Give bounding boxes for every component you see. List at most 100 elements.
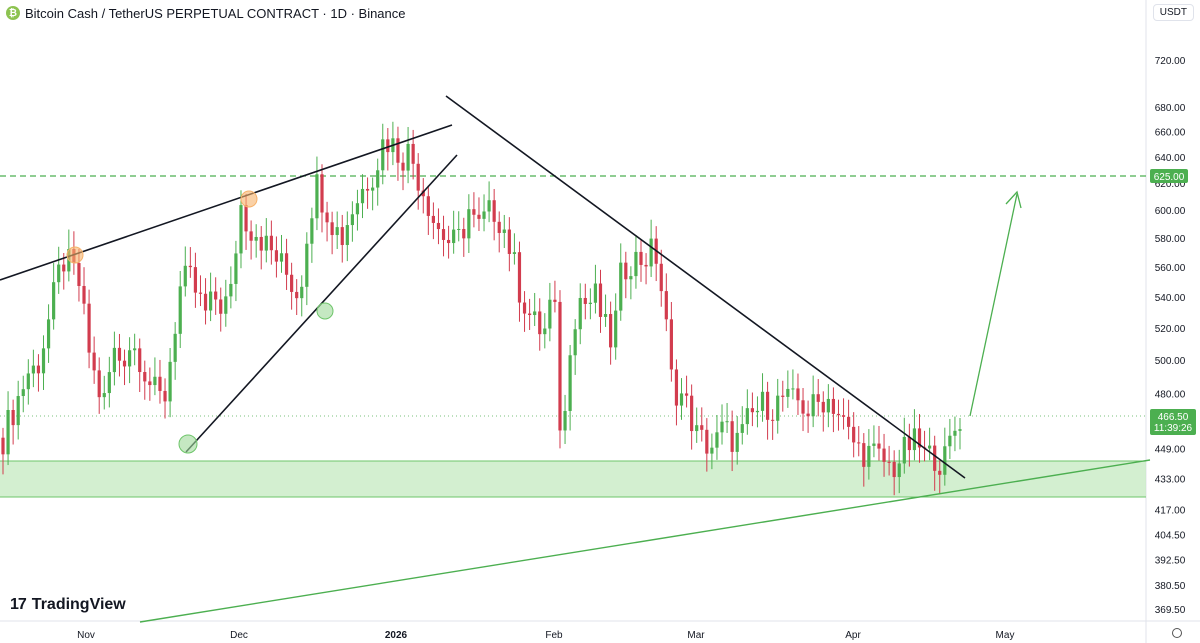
price-axis[interactable]: 720.00 680.00 660.00 640.00 620.00 600.00 580.… <box>1155 56 1186 616</box>
candle-body <box>244 205 248 232</box>
candle-body <box>239 205 243 254</box>
candle-body <box>877 443 881 449</box>
candle-body <box>127 350 132 367</box>
candle-body <box>928 445 932 449</box>
candle-body <box>639 251 643 265</box>
candle-body <box>517 252 522 303</box>
y-tick-label: 404.50 <box>1155 531 1186 542</box>
candle-body <box>816 394 820 402</box>
candle-body <box>315 174 319 219</box>
candle-body <box>533 311 537 316</box>
candle-body <box>482 211 486 219</box>
candle-body <box>634 251 638 277</box>
candle-body <box>943 446 947 475</box>
candle-body <box>92 352 96 371</box>
y-tick-label: 480.00 <box>1155 390 1186 401</box>
candle-body <box>406 143 410 171</box>
target-price-label-text: 625.00 <box>1154 172 1185 183</box>
y-tick-label: 620.00 <box>1155 179 1186 190</box>
candle-body <box>158 376 162 391</box>
candle-body <box>107 372 111 394</box>
candle-body <box>426 196 430 216</box>
candle-body <box>614 310 618 348</box>
x-tick-label: Mar <box>687 630 705 641</box>
candle-body <box>401 162 405 171</box>
candle-body <box>821 401 825 413</box>
candle-body <box>912 428 917 451</box>
candle-body <box>841 415 846 417</box>
candle-body <box>583 297 587 304</box>
candle-body <box>487 200 491 212</box>
candle-body <box>320 174 324 213</box>
y-tick-label: 520.00 <box>1155 324 1186 335</box>
candle-body <box>97 370 101 398</box>
candle-body <box>690 395 694 432</box>
currency-button[interactable]: USDT <box>1152 4 1194 21</box>
candle-body <box>300 286 304 299</box>
candle-body <box>467 209 471 239</box>
candle-body <box>421 190 425 197</box>
candle-body <box>958 429 962 431</box>
candle-body <box>203 293 208 311</box>
y-tick-label: 449.00 <box>1155 445 1186 456</box>
candle-body <box>801 400 805 414</box>
candle-body <box>183 265 187 287</box>
pivot-marker-orange-2 <box>240 190 258 208</box>
candle-body <box>441 229 446 240</box>
candle-body <box>46 319 51 349</box>
candle-body <box>1 437 5 455</box>
candle-body <box>310 218 314 244</box>
candle-body <box>507 229 511 254</box>
candle-body <box>198 292 203 294</box>
candle-body <box>472 209 476 215</box>
symbol-header[interactable]: ₿ Bitcoin Cash / TetherUS PERPETUAL CONT… <box>6 4 406 22</box>
y-tick-label: 600.00 <box>1155 206 1186 217</box>
pivot-marker-orange-1 <box>66 246 84 264</box>
x-tick-label: Apr <box>845 630 861 641</box>
candle-body <box>446 239 451 244</box>
settings-icon[interactable] <box>1172 628 1182 638</box>
candle-body <box>234 253 238 284</box>
candle-body <box>664 291 668 320</box>
y-tick-label: 640.00 <box>1155 153 1186 164</box>
candle-body <box>573 329 577 356</box>
candle-countdown-text: 11:39:26 <box>1154 423 1193 434</box>
candle-body <box>781 395 785 397</box>
candle-body <box>512 252 517 254</box>
candle-body <box>852 426 856 443</box>
candle-body <box>279 253 284 262</box>
candle-body <box>16 396 20 426</box>
candle-body <box>133 348 137 351</box>
candle-body <box>847 416 851 427</box>
candle-body <box>153 376 157 386</box>
candle-body <box>259 236 263 251</box>
candle-body <box>695 425 699 432</box>
tradingview-logo[interactable]: 17 TradingView <box>10 596 126 614</box>
target-price-label: 625.00 <box>1150 169 1188 183</box>
candle-body <box>371 187 375 191</box>
candle-body <box>178 286 182 334</box>
candle-body <box>700 425 704 430</box>
candle-body <box>335 227 339 236</box>
y-tick-label: 720.00 <box>1155 56 1186 67</box>
y-tick-label: 540.00 <box>1155 293 1186 304</box>
candle-body <box>593 283 598 303</box>
candle-body <box>163 390 167 402</box>
current-price-label: 466.50 11:39:26 <box>1150 409 1196 435</box>
candle-body <box>588 302 592 304</box>
candle-body <box>492 200 496 222</box>
time-axis[interactable]: Nov Dec 2026 Feb Mar Apr May <box>77 630 1014 641</box>
candle-body <box>553 299 557 302</box>
candle-body <box>21 389 25 397</box>
candle-body <box>907 436 911 451</box>
candle-body <box>264 235 268 251</box>
candle-body <box>765 391 770 420</box>
y-tick-label: 500.00 <box>1155 356 1186 367</box>
candle-body <box>862 443 866 467</box>
candle-body <box>502 229 506 233</box>
candle-body <box>148 381 152 386</box>
candle-body <box>36 365 41 374</box>
candle-body <box>649 238 653 267</box>
candle-body <box>776 395 780 421</box>
